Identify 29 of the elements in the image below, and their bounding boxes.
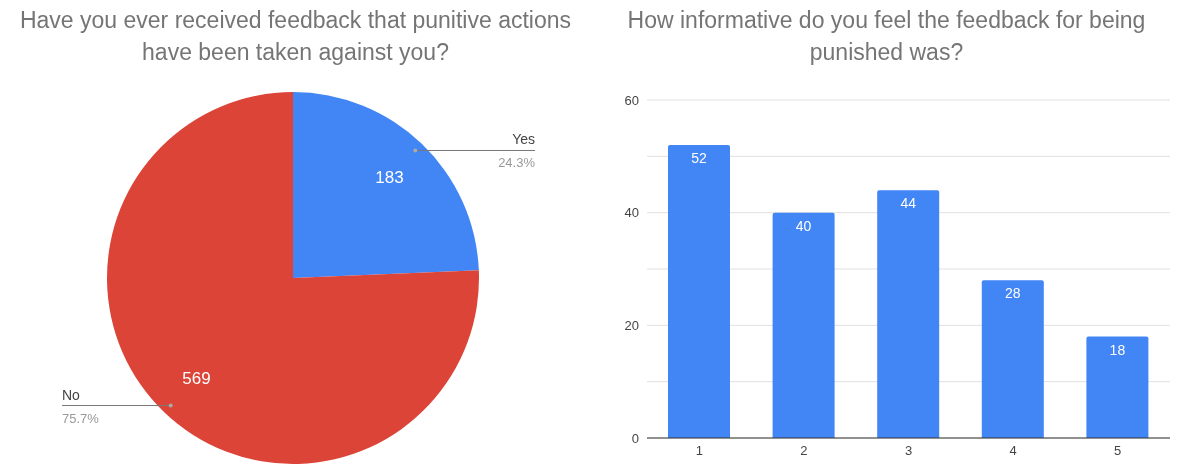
data-label: 569 xyxy=(182,369,211,389)
data-label: 52 xyxy=(691,150,707,167)
bar xyxy=(981,280,1044,438)
bar xyxy=(772,212,835,438)
x-tick-label: 1 xyxy=(695,443,703,459)
data-label: 40 xyxy=(795,217,812,234)
bar xyxy=(877,190,940,438)
data-label: 28 xyxy=(1005,285,1021,302)
data-label: 183 xyxy=(375,167,404,187)
pie-slice xyxy=(293,92,479,278)
pie-slice xyxy=(107,92,479,464)
chart-title: Have you ever received feedback that punitive actions have been taken against you? xyxy=(18,6,572,67)
text: 24.3% xyxy=(498,155,535,171)
slice-label: Yes xyxy=(512,131,535,148)
chart-title: How informative do you feel the feedback for being punished was? xyxy=(626,6,1147,67)
y-tick-label: 40 xyxy=(624,205,639,221)
data-label: 18 xyxy=(1109,341,1126,358)
y-tick-label: 60 xyxy=(624,92,639,108)
text: 75.7% xyxy=(62,410,99,426)
bar xyxy=(1086,336,1149,438)
y-tick-label: 0 xyxy=(631,430,639,446)
bar xyxy=(668,145,730,438)
x-tick-label: 4 xyxy=(1009,443,1017,459)
x-tick-label: 3 xyxy=(904,443,913,459)
y-tick-label: 20 xyxy=(624,317,639,333)
slice-label: No xyxy=(62,386,81,403)
data-label: 44 xyxy=(900,195,917,212)
x-tick-label: 2 xyxy=(800,443,808,459)
x-tick-label: 5 xyxy=(1114,443,1122,459)
